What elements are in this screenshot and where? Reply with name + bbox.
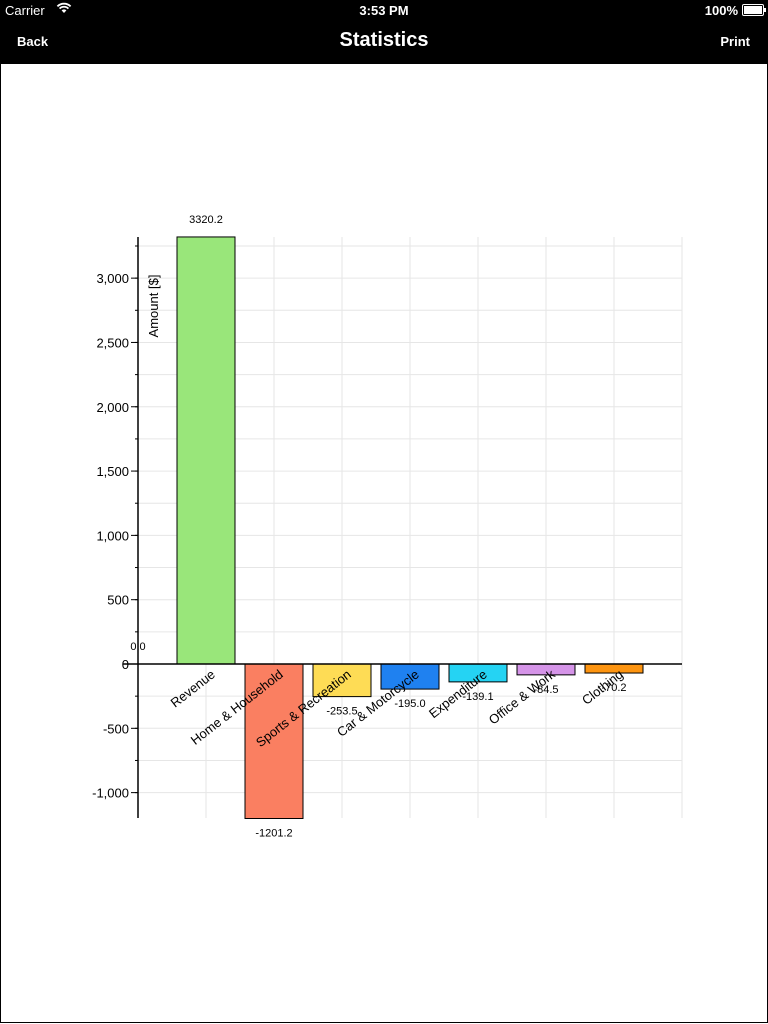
y-tick-label: 2,500 xyxy=(96,335,129,350)
clock-label: 3:53 PM xyxy=(0,3,768,18)
y-axis-title: Amount [$] xyxy=(146,275,161,338)
print-button[interactable]: Print xyxy=(720,34,750,49)
page-title: Statistics xyxy=(0,29,768,52)
origin-label: 0.0 xyxy=(130,641,145,653)
status-bar: Carrier 3:53 PM 100% xyxy=(0,0,768,20)
y-tick-label: 1,000 xyxy=(96,528,129,543)
value-label: 3320.2 xyxy=(189,214,223,226)
chart-panel: 3320.2 Revenue -1201.2 Home & Household -253… xyxy=(0,64,768,1023)
y-tick-label: 2,000 xyxy=(96,400,129,415)
value-label: -1201.2 xyxy=(255,827,292,839)
navigation-bar: Carrier 3:53 PM 100% Back Statistics Pri… xyxy=(0,0,768,64)
y-tick-label: -1,000 xyxy=(92,786,129,801)
value-label: -195.0 xyxy=(394,698,425,710)
y-tick-label: 0 xyxy=(122,657,129,672)
category-label: Revenue xyxy=(168,667,218,711)
battery-percent: 100% xyxy=(705,3,738,18)
y-tick-label: -500 xyxy=(103,721,129,736)
y-tick-label: 1,500 xyxy=(96,464,129,479)
y-tick-label: 500 xyxy=(107,593,129,608)
bar-0 xyxy=(177,237,235,664)
battery-icon xyxy=(742,4,764,16)
y-tick-label: 3,000 xyxy=(96,271,129,286)
